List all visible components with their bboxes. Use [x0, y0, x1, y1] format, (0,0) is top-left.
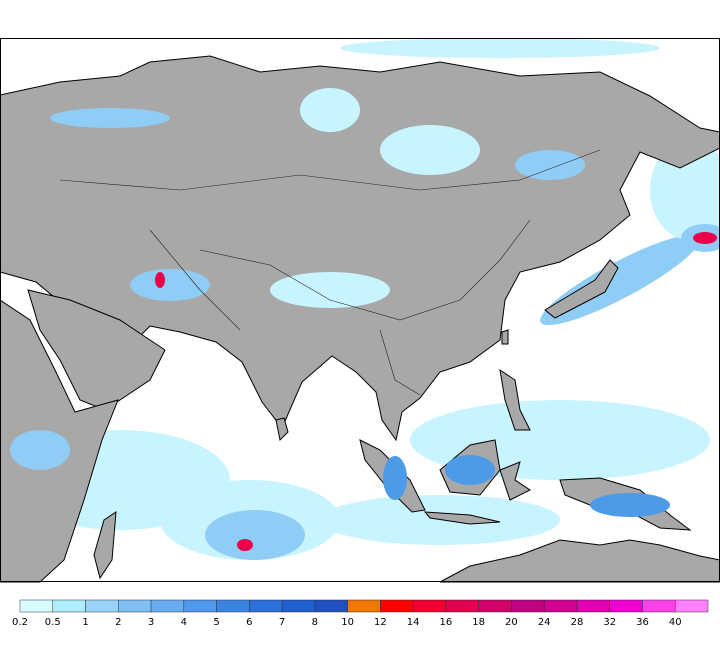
legend-swatch — [674, 599, 709, 613]
rain-area — [340, 38, 660, 58]
rain-area — [383, 456, 407, 500]
border — [149, 229, 241, 331]
philippines — [499, 368, 531, 431]
sri-lanka — [275, 417, 289, 442]
japan — [544, 259, 619, 319]
legend-label: 4 — [181, 617, 187, 628]
legend-label: 18 — [472, 617, 485, 628]
rain-core — [693, 232, 717, 244]
color-legend: 0.2 0.5 1 2 3 4 5 6 7 8 10 12 14 16 18 20 24 28 32 36 40 — [12, 599, 709, 628]
legend-label: 12 — [374, 617, 387, 628]
legend-swatch — [183, 599, 217, 613]
legend-label: 16 — [440, 617, 453, 628]
legend-swatch — [249, 599, 283, 613]
legend-label: 6 — [246, 617, 252, 628]
legend-swatch — [347, 599, 381, 613]
arabia — [27, 289, 166, 411]
legend-swatch — [412, 599, 447, 613]
legend-swatch — [609, 599, 643, 613]
rain-area — [270, 272, 390, 308]
legend-swatch — [216, 599, 250, 613]
legend-swatch — [52, 599, 86, 613]
country-borders — [59, 149, 601, 396]
java — [423, 511, 501, 525]
legend-label: 40 — [669, 617, 682, 628]
taiwan — [501, 329, 509, 345]
legend-label: 0.5 — [45, 617, 61, 628]
legend-label: 36 — [636, 617, 649, 628]
rain-area — [50, 108, 170, 128]
legend-swatch — [642, 599, 676, 613]
australia — [439, 539, 720, 583]
legend-label: 24 — [538, 617, 551, 628]
legend-swatch — [576, 599, 610, 613]
legend-swatch — [85, 599, 119, 613]
legend-label: 1 — [82, 617, 88, 628]
legend-label: 28 — [571, 617, 584, 628]
rain-area — [380, 125, 480, 175]
rain-area — [300, 88, 360, 132]
legend-label: 32 — [603, 617, 616, 628]
legend-label: 8 — [312, 617, 318, 628]
legend-label: 7 — [279, 617, 285, 628]
sulawesi — [499, 461, 531, 501]
legend-swatch — [118, 599, 152, 613]
rain-area — [515, 150, 585, 180]
legend-swatch — [543, 599, 578, 613]
legend-label: 20 — [505, 617, 518, 628]
border — [379, 329, 421, 396]
rain-area — [650, 140, 720, 240]
legend-swatch — [511, 599, 545, 613]
legend-swatch — [314, 599, 348, 613]
legend-label: 0.2 — [12, 617, 28, 628]
legend-label: 10 — [341, 617, 354, 628]
legend-swatch — [445, 599, 479, 613]
rain-core — [237, 539, 253, 551]
rain-area — [10, 430, 70, 470]
legend-label: 2 — [115, 617, 121, 628]
madagascar — [93, 511, 117, 580]
rain-area — [205, 510, 305, 560]
legend-swatch — [19, 599, 54, 613]
rain-core — [155, 272, 165, 288]
legend-swatch — [478, 599, 512, 613]
legend-swatch — [281, 599, 316, 613]
rain-area — [590, 493, 670, 517]
rain-area — [445, 455, 495, 485]
legend-label: 5 — [213, 617, 219, 628]
border — [199, 219, 531, 321]
legend-label: 3 — [148, 617, 154, 628]
map — [0, 38, 720, 583]
border — [59, 149, 601, 191]
land-rain — [10, 88, 670, 517]
legend-swatch — [380, 599, 414, 613]
legend-swatch — [150, 599, 185, 613]
legend-label: 14 — [407, 617, 420, 628]
rain-area — [130, 269, 210, 301]
